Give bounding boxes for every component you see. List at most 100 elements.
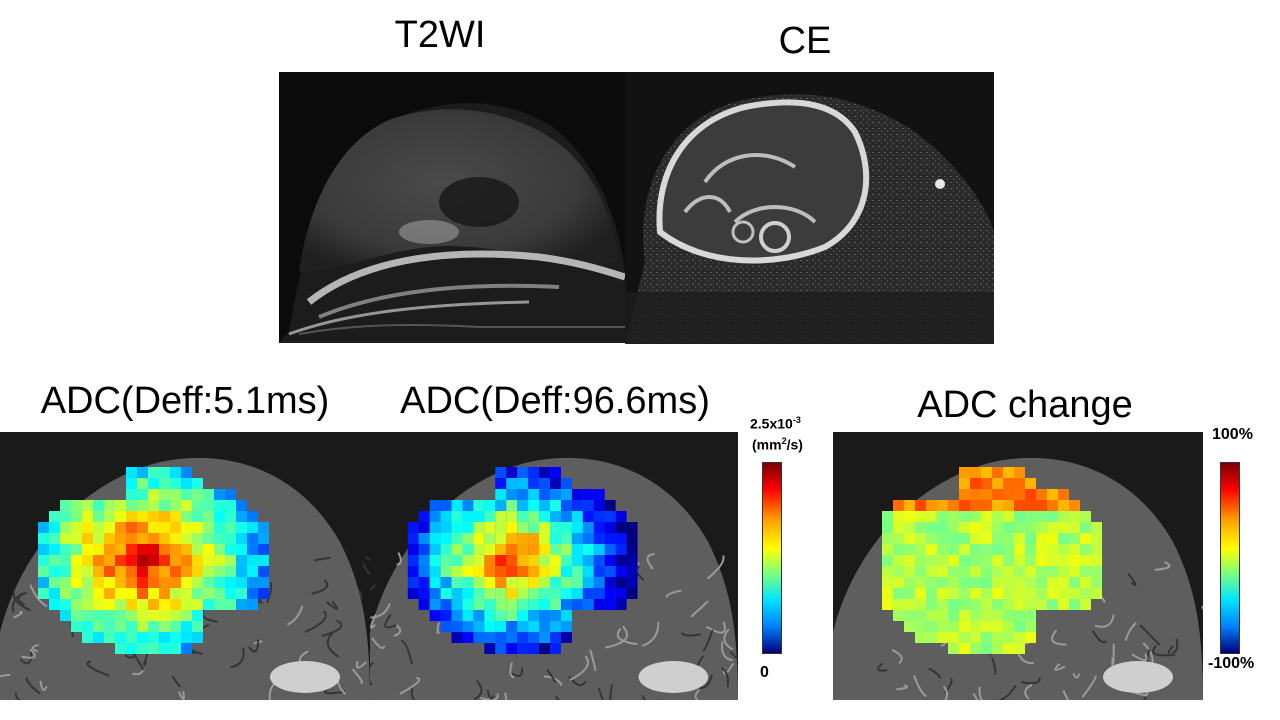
- overlay-voxel: [247, 599, 258, 610]
- overlay-voxel: [203, 544, 214, 555]
- overlay-voxel: [104, 511, 115, 522]
- overlay-voxel: [137, 621, 148, 632]
- overlay-voxel: [192, 610, 203, 621]
- overlay-voxel: [1014, 533, 1025, 544]
- overlay-voxel: [1058, 555, 1069, 566]
- overlay-voxel: [571, 500, 583, 511]
- overlay-voxel: [959, 610, 970, 621]
- overlay-voxel: [181, 577, 192, 588]
- overlay-voxel: [473, 566, 485, 577]
- tissue-texture: [546, 668, 557, 683]
- tissue-texture: [1154, 561, 1171, 571]
- overlay-voxel: [1025, 599, 1036, 610]
- overlay-voxel: [82, 588, 93, 599]
- overlay-voxel: [948, 577, 959, 588]
- overlay-voxel: [528, 599, 540, 610]
- overlay-voxel: [115, 610, 126, 621]
- overlay-voxel: [992, 621, 1003, 632]
- overlay-voxel: [970, 544, 981, 555]
- overlay-voxel: [473, 500, 485, 511]
- tissue-texture: [1024, 683, 1033, 700]
- overlay-voxel: [1036, 599, 1047, 610]
- overlay-voxel: [506, 555, 518, 566]
- overlay-voxel: [170, 555, 181, 566]
- overlay-voxel: [550, 511, 561, 522]
- tissue-texture: [14, 692, 21, 700]
- tissue-texture: [39, 680, 48, 691]
- adc-short-map: [0, 432, 370, 700]
- overlay-voxel: [440, 511, 452, 522]
- overlay-voxel: [1080, 522, 1091, 533]
- overlay-voxel: [560, 533, 572, 544]
- overlay-voxel: [539, 577, 551, 588]
- overlay-voxel: [440, 577, 452, 588]
- tissue-texture: [31, 643, 39, 653]
- overlay-voxel: [593, 555, 605, 566]
- overlay-voxel: [948, 500, 959, 511]
- overlay-voxel: [981, 643, 992, 654]
- overlay-voxel: [904, 599, 915, 610]
- overlay-voxel: [115, 500, 126, 511]
- overlay-voxel: [462, 632, 474, 643]
- overlay-voxel: [225, 522, 236, 533]
- tissue-texture: [13, 610, 23, 619]
- overlay-voxel: [893, 544, 904, 555]
- overlay-voxel: [214, 522, 225, 533]
- overlay-voxel: [429, 577, 441, 588]
- bright-region: [270, 661, 340, 693]
- overlay-voxel: [192, 621, 203, 632]
- overlay-voxel: [959, 632, 970, 643]
- overlay-voxel: [1003, 643, 1014, 654]
- overlay-voxel: [948, 599, 959, 610]
- overlay-voxel: [517, 522, 529, 533]
- overlay-voxel: [560, 489, 572, 500]
- overlay-voxel: [948, 632, 959, 643]
- overlay-voxel: [148, 522, 159, 533]
- tissue-texture: [509, 662, 515, 679]
- overlay-voxel: [418, 566, 430, 577]
- overlay-voxel: [550, 500, 561, 511]
- overlay-voxel: [49, 511, 60, 522]
- overlay-voxel: [981, 621, 992, 632]
- overlay-voxel: [462, 533, 474, 544]
- overlay-voxel: [407, 588, 419, 599]
- overlay-voxel: [1080, 566, 1091, 577]
- overlay-voxel: [495, 588, 507, 599]
- overlay-voxel: [495, 610, 507, 621]
- overlay-voxel: [582, 599, 594, 610]
- overlay-voxel: [484, 522, 496, 533]
- tissue-texture: [641, 694, 660, 700]
- tissue-texture: [364, 555, 370, 562]
- overlay-voxel: [1014, 566, 1025, 577]
- tissue-texture: [480, 693, 499, 700]
- tissue-texture: [248, 639, 260, 653]
- overlay-voxel: [137, 610, 148, 621]
- overlay-voxel: [126, 566, 137, 577]
- overlay-voxel: [104, 577, 115, 588]
- overlay-voxel: [225, 555, 236, 566]
- overlay-voxel: [1036, 577, 1047, 588]
- tissue-texture: [913, 675, 927, 698]
- overlay-voxel: [203, 566, 214, 577]
- overlay-voxel: [159, 544, 170, 555]
- tissue-texture: [1094, 614, 1115, 628]
- tissue-texture: [1016, 652, 1034, 665]
- tissue-texture: [311, 579, 329, 595]
- overlay-voxel: [615, 544, 627, 555]
- overlay-voxel: [615, 522, 627, 533]
- overlay-voxel: [418, 544, 430, 555]
- overlay-voxel: [148, 643, 159, 654]
- overlay-voxel: [71, 610, 82, 621]
- overlay-voxel: [170, 643, 181, 654]
- overlay-voxel: [115, 566, 126, 577]
- overlay-voxel: [571, 489, 583, 500]
- overlay-voxel: [93, 522, 104, 533]
- overlay-voxel: [126, 588, 137, 599]
- overlay-voxel: [959, 588, 970, 599]
- overlay-voxel: [517, 533, 529, 544]
- overlay-voxel: [506, 632, 518, 643]
- overlay-voxel: [1003, 500, 1014, 511]
- overlay-voxel: [1091, 566, 1102, 577]
- overlay-voxel: [148, 511, 159, 522]
- overlay-voxel: [560, 566, 572, 577]
